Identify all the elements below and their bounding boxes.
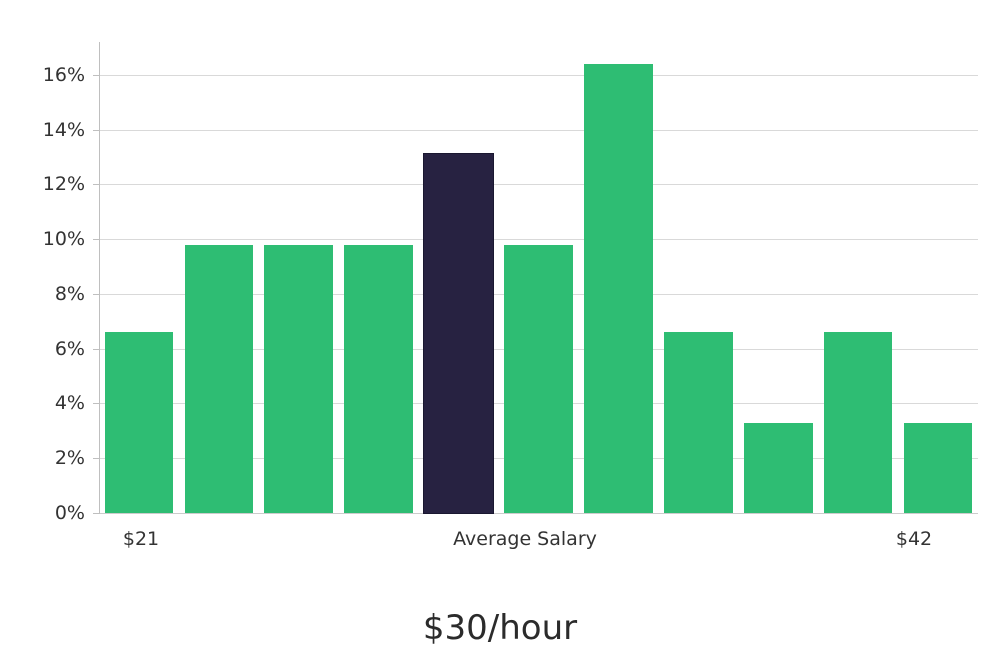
bar[interactable]: [903, 422, 973, 513]
gridline: [99, 129, 978, 131]
y-tick-mark: [93, 293, 99, 295]
y-tick-mark: [93, 129, 99, 131]
y-axis-spine: [99, 42, 100, 514]
bar[interactable]: [104, 332, 174, 513]
bar[interactable]: [344, 244, 414, 513]
gridline: [99, 239, 978, 241]
y-tick-mark: [93, 184, 99, 186]
y-tick-label: 12%: [42, 173, 85, 196]
y-tick-mark: [93, 239, 99, 241]
y-tick-label: 0%: [54, 502, 85, 524]
bar[interactable]: [184, 244, 254, 513]
bar[interactable]: [504, 244, 573, 513]
y-tick-label: 6%: [54, 337, 85, 360]
x-axis-title: Average Salary: [453, 528, 597, 550]
y-tick-label: 8%: [54, 282, 85, 305]
y-tick-mark: [93, 403, 99, 405]
bar[interactable]: [823, 332, 893, 513]
x-tick-label-left: $21: [122, 528, 160, 550]
gridline: [99, 184, 978, 186]
gridline: [99, 513, 978, 514]
y-tick-mark: [93, 458, 99, 460]
bar[interactable]: [584, 63, 653, 513]
y-tick-label: 16%: [42, 63, 85, 86]
y-tick-mark: [93, 513, 99, 514]
bar[interactable]: [423, 153, 494, 514]
y-tick-label: 14%: [42, 118, 85, 141]
y-tick-label: 4%: [54, 392, 85, 415]
y-tick-label: 10%: [42, 228, 85, 251]
y-tick-label: 2%: [54, 447, 85, 470]
bar[interactable]: [663, 332, 733, 513]
x-tick-label-right: $42: [895, 528, 933, 550]
bar[interactable]: [743, 422, 813, 513]
figure-caption: $30/hour: [422, 608, 578, 648]
plot-area: [99, 42, 978, 514]
y-tick-mark: [93, 74, 99, 76]
y-tick-mark: [93, 348, 99, 350]
bar[interactable]: [264, 244, 334, 513]
gridline: [99, 74, 978, 76]
